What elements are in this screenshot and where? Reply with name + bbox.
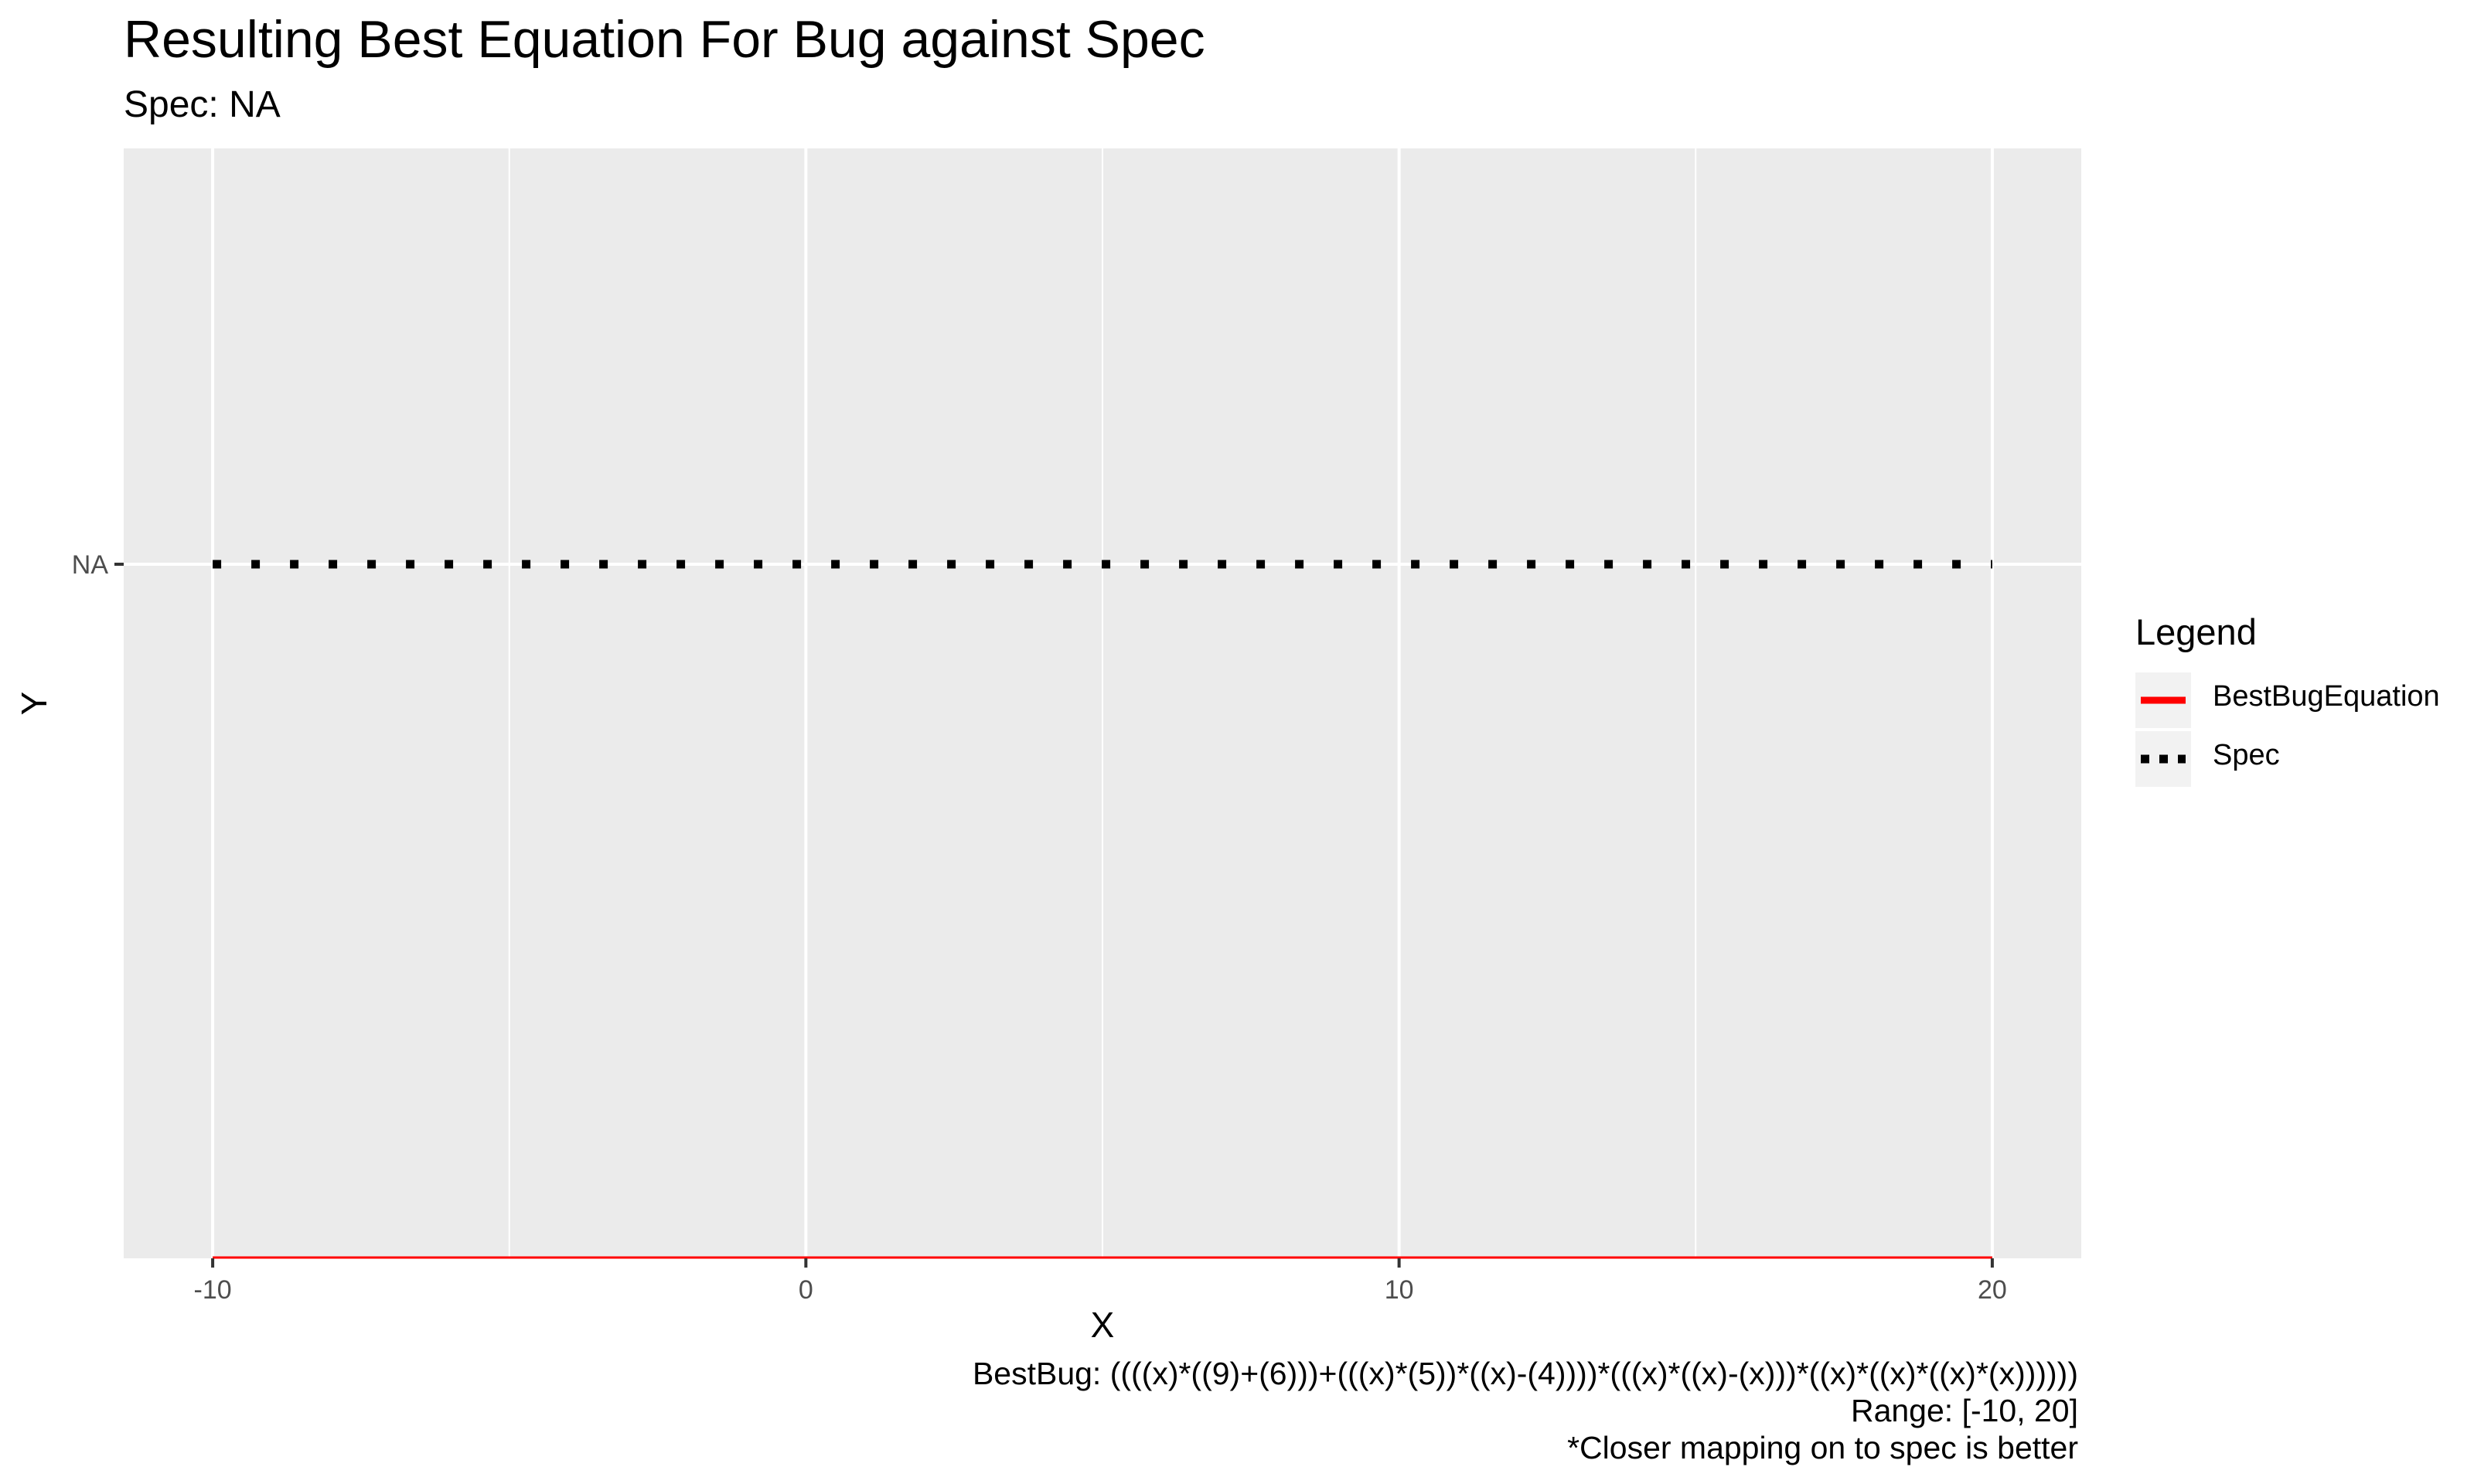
caption-note: *Closer mapping on to spec is better <box>1567 1430 2078 1465</box>
chart-title: Resulting Best Equation For Bug against … <box>124 10 1205 69</box>
minor-gridlines <box>508 148 1697 1258</box>
x-axis-title: X <box>1091 1305 1115 1345</box>
series-layer <box>213 560 1992 1259</box>
caption-bestbug-equation: BestBug: ((((x)*((9)+(6)))+(((x)*(5))*((… <box>972 1356 2078 1391</box>
axes-layer: -10 0 10 20 NA X Y <box>14 550 2007 1345</box>
y-axis-title: Y <box>14 692 54 716</box>
x-tick-label: -10 <box>194 1275 232 1305</box>
legend-label-bestbugequation: BestBugEquation <box>2213 680 2440 713</box>
legend-title: Legend <box>2135 611 2257 652</box>
x-tick-label: 20 <box>1978 1275 2007 1305</box>
legend-keys <box>2135 672 2191 787</box>
x-tick-label: 0 <box>799 1275 813 1305</box>
caption-range: Range: [-10, 20] <box>1850 1393 2078 1428</box>
chart-subtitle: Spec: NA <box>124 84 281 125</box>
legend-label-spec: Spec <box>2213 739 2280 771</box>
y-tick-label: NA <box>72 550 109 580</box>
x-tick-label: 10 <box>1385 1275 1414 1305</box>
